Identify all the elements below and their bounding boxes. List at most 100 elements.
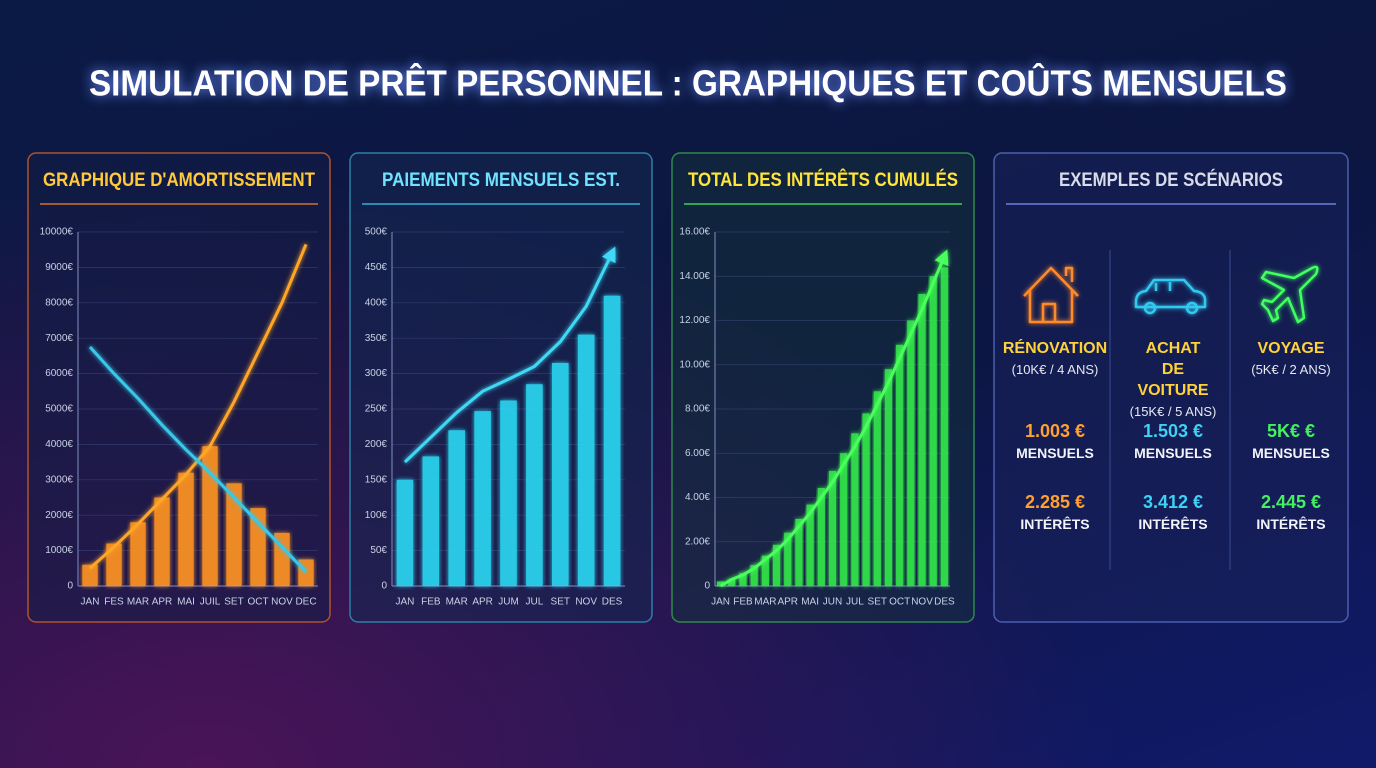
y-tick-label: 12.00€ bbox=[679, 315, 710, 326]
scenario: RÉNOVATION (10K€ / 4 ANS) bbox=[996, 338, 1114, 380]
scenario: ACHAT DE VOITURE (15K€ / 5 ANS) bbox=[1114, 338, 1232, 422]
y-tick-label: 400€ bbox=[365, 297, 388, 308]
x-tick-label: JUM bbox=[498, 597, 519, 608]
x-tick-label: OCT bbox=[247, 597, 268, 608]
x-tick-label: SET bbox=[868, 597, 887, 608]
bar bbox=[851, 433, 859, 586]
bar bbox=[130, 522, 146, 586]
line bbox=[719, 249, 949, 588]
bar bbox=[226, 483, 242, 586]
x-tick-label: DEC bbox=[295, 597, 316, 608]
bar bbox=[274, 532, 290, 586]
bar bbox=[298, 559, 314, 586]
x-tick-label: JUL bbox=[846, 597, 864, 608]
bar bbox=[739, 573, 747, 586]
y-tick-label: 450€ bbox=[365, 262, 388, 273]
scenario-name: VOYAGE bbox=[1257, 340, 1325, 357]
bar bbox=[784, 532, 792, 586]
y-tick-label: 6.00€ bbox=[685, 448, 710, 459]
interest-amount: 2.445 € bbox=[1260, 492, 1322, 512]
x-tick-label: SET bbox=[224, 597, 243, 608]
interest-label: INTÉRÊTS bbox=[1256, 516, 1326, 532]
panel bbox=[993, 152, 1349, 623]
x-tick-label: JUIL bbox=[200, 597, 221, 608]
x-tick-label: DES bbox=[602, 597, 623, 608]
x-tick-label: MAR bbox=[127, 597, 149, 608]
panel-title: TOTAL DES INTÉRÊTS CUMULÉS bbox=[688, 169, 958, 191]
y-tick-label: 50€ bbox=[370, 545, 387, 556]
bar bbox=[422, 456, 440, 586]
bar bbox=[154, 497, 170, 586]
bar bbox=[873, 391, 881, 586]
y-tick-label: 1000€ bbox=[45, 545, 73, 556]
monthly-amount: 5K€ € bbox=[1266, 421, 1316, 441]
bar bbox=[840, 453, 848, 586]
x-tick-label: JUN bbox=[823, 597, 842, 608]
bar bbox=[603, 295, 621, 586]
y-tick-label: 14.00€ bbox=[679, 271, 710, 282]
bar bbox=[929, 276, 937, 586]
bar bbox=[940, 267, 948, 586]
x-tick-label: JUL bbox=[525, 597, 543, 608]
monthly-label: MENSUELS bbox=[1016, 445, 1094, 461]
scenario-name: ACHAT DE VOITURE bbox=[1137, 340, 1209, 399]
monthly-amount: 1.503 € bbox=[1142, 421, 1204, 441]
y-tick-label: 2000€ bbox=[45, 510, 73, 521]
interest-label: INTÉRÊTS bbox=[1138, 516, 1208, 532]
bar bbox=[772, 544, 781, 586]
bar bbox=[806, 504, 814, 586]
x-tick-label: FEB bbox=[733, 597, 753, 608]
x-tick-label: APR bbox=[472, 597, 493, 608]
y-tick-label: 500€ bbox=[365, 227, 388, 238]
car-icon bbox=[1143, 301, 1157, 315]
y-tick-label: 8.00€ bbox=[685, 404, 710, 415]
bar bbox=[250, 508, 266, 586]
y-tick-label: 8000€ bbox=[45, 297, 73, 308]
bar bbox=[82, 564, 98, 586]
y-tick-label: 4.00€ bbox=[685, 492, 710, 503]
bar bbox=[500, 400, 517, 586]
x-tick-label: MAI bbox=[801, 597, 819, 608]
y-tick-label: 0 bbox=[67, 581, 73, 592]
monthly-label: MENSUELS bbox=[1252, 445, 1330, 461]
y-tick-label: 4000€ bbox=[45, 439, 73, 450]
bar bbox=[862, 413, 870, 586]
bar bbox=[884, 369, 893, 586]
scenario-detail: (15K€ / 5 ANS) bbox=[1129, 404, 1217, 419]
line bbox=[88, 346, 308, 573]
scenario: VOYAGE (5K€ / 2 ANS) bbox=[1232, 338, 1350, 380]
x-tick-label: SET bbox=[551, 597, 570, 608]
bar bbox=[396, 479, 414, 586]
x-tick-label: JAN bbox=[81, 597, 100, 608]
x-tick-label: FEB bbox=[421, 597, 441, 608]
plane-icon bbox=[1260, 265, 1319, 324]
x-tick-label: NOV bbox=[271, 597, 293, 608]
y-tick-label: 5000€ bbox=[45, 404, 73, 415]
panel-title: GRAPHIQUE D'AMORTISSEMENT bbox=[43, 170, 315, 191]
y-tick-label: 0 bbox=[704, 581, 710, 592]
bar bbox=[202, 446, 218, 586]
y-tick-label: 100€ bbox=[365, 510, 388, 521]
x-tick-label: FES bbox=[104, 597, 124, 608]
y-tick-label: 6000€ bbox=[45, 368, 73, 379]
scenarios: RÉNOVATION (10K€ / 4 ANS) 1.003 € MENSUELS 2… bbox=[994, 153, 1348, 622]
panel-title: EXEMPLES DE SCÉNARIOS bbox=[1059, 169, 1283, 191]
x-tick-label: DES bbox=[934, 597, 955, 608]
car-icon bbox=[1185, 301, 1199, 315]
bar bbox=[918, 293, 926, 586]
interest-amount: 2.285 € bbox=[1024, 492, 1086, 512]
x-tick-label: APR bbox=[152, 597, 173, 608]
monthly-label: MENSUELS bbox=[1134, 445, 1212, 461]
x-tick-label: MAR bbox=[446, 597, 468, 608]
bar bbox=[750, 565, 758, 586]
x-tick-label: NOV bbox=[575, 597, 597, 608]
y-tick-label: 150€ bbox=[365, 474, 388, 485]
bar bbox=[717, 581, 725, 586]
y-tick-label: 10000€ bbox=[40, 227, 74, 238]
x-tick-label: NOV bbox=[911, 597, 933, 608]
x-tick-label: JAN bbox=[395, 597, 414, 608]
car-icon bbox=[1134, 278, 1207, 309]
y-tick-label: 7000€ bbox=[45, 333, 73, 344]
y-tick-label: 300€ bbox=[365, 368, 388, 379]
bar bbox=[817, 487, 825, 586]
